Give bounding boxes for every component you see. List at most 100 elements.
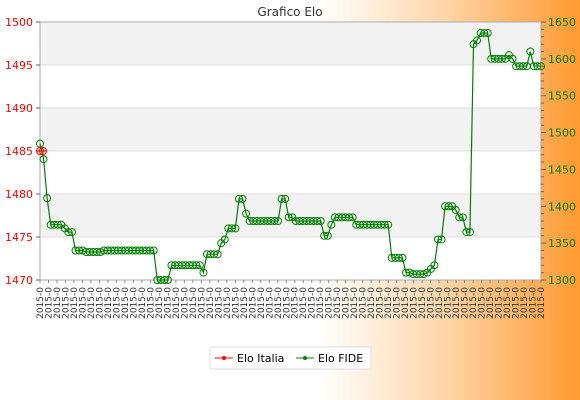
series-point-elo-fide: [213, 250, 222, 259]
series-point-elo-fide: [313, 217, 322, 226]
x-tick-label: 2015-0: [257, 287, 267, 319]
series-point-elo-fide: [53, 220, 62, 229]
legend-label-elo-fide: Elo FIDE: [318, 352, 363, 365]
series-point-elo-fide: [348, 213, 357, 222]
series-point-elo-fide: [455, 213, 464, 222]
series-point-elo-fide: [323, 231, 332, 240]
series-point-elo-fide: [433, 235, 442, 244]
y-left-tick-label: 1470: [5, 274, 33, 287]
x-tick-label: 2015-0: [393, 287, 403, 319]
x-tick-label: 2015-0: [248, 287, 258, 319]
x-tick-label: 2015-0: [325, 287, 335, 319]
series-point-elo-fide: [238, 194, 247, 203]
series-point-elo-fide: [199, 268, 208, 277]
series-line-elo-fide: [39, 32, 541, 281]
x-tick-label: 2015-0: [146, 287, 156, 319]
x-tick-label: 2015-0: [384, 287, 394, 319]
y-left-tick-label: 1475: [5, 231, 33, 244]
series-point-elo-fide: [320, 231, 329, 240]
series-point-elo-fide: [419, 270, 428, 279]
x-tick-label: 2015-0: [53, 287, 63, 319]
x-tick-label: 2015-0: [206, 287, 216, 319]
series-point-elo-fide: [281, 194, 290, 203]
x-tick-label: 2015-0: [274, 287, 284, 319]
x-tick-label: 2015-0: [214, 287, 224, 319]
x-tick-label: 2015-0: [469, 287, 479, 319]
series-point-elo-fide: [163, 276, 172, 284]
x-tick-label: 2015-0: [444, 287, 454, 319]
series-point-elo-fide: [192, 261, 201, 270]
x-tick-label: 2015-0: [121, 287, 131, 319]
series-point-elo-fide: [430, 261, 439, 270]
x-tick-label: 2015-0: [376, 287, 386, 319]
series-point-elo-fide: [533, 62, 542, 71]
x-tick-label: 2015-0: [418, 287, 428, 319]
y-right-tick-label: 1600: [548, 53, 576, 66]
x-tick-label: 2015-0: [316, 287, 326, 319]
x-tick-label: 2015-0: [180, 287, 190, 319]
chart-title: Grafico Elo: [257, 5, 322, 19]
series-point-elo-fide: [195, 261, 204, 270]
x-tick-label: 2015-0: [537, 287, 547, 319]
series-point-elo-fide: [316, 217, 325, 226]
y-left-tick-label: 1480: [5, 188, 33, 201]
series-point-elo-fide: [345, 213, 354, 222]
series-point-elo-fide: [458, 213, 467, 222]
series-point-elo-fide: [462, 228, 471, 237]
x-tick-label: 2015-0: [197, 287, 207, 319]
y-right-tick-label: 1650: [548, 16, 576, 29]
x-tick-label: 2015-0: [265, 287, 275, 319]
y-left-tick-label: 1500: [5, 16, 33, 29]
y-right-tick-label: 1500: [548, 127, 576, 140]
x-tick-label: 2015-0: [163, 287, 173, 319]
x-tick-label: 2015-0: [36, 287, 46, 319]
x-tick-label: 2015-0: [350, 287, 360, 319]
series-point-elo-fide: [444, 202, 453, 211]
series-point-elo-fide: [64, 228, 73, 237]
series-point-elo-fide: [497, 54, 506, 63]
legend-marker-elo-italia: [222, 356, 226, 360]
legend-marker-elo-fide: [303, 356, 307, 360]
x-tick-label: 2015-0: [138, 287, 148, 319]
x-tick-label: 2015-0: [189, 287, 199, 319]
x-tick-label: 2015-0: [282, 287, 292, 319]
series-point-elo-fide: [508, 54, 517, 63]
y-left-tick-label: 1490: [5, 102, 33, 115]
series-point-elo-fide: [210, 250, 219, 259]
x-tick-label: 2015-0: [495, 287, 505, 319]
x-tick-label: 2015-0: [342, 287, 352, 319]
x-tick-label: 2015-0: [427, 287, 437, 319]
series-point-elo-fide: [473, 36, 482, 45]
x-tick-label: 2015-0: [367, 287, 377, 319]
series-point-elo-fide: [39, 155, 48, 164]
y-right-tick-label: 1550: [548, 90, 576, 103]
y-right-tick-label: 1300: [548, 274, 576, 287]
grid-band: [40, 22, 541, 65]
series-point-elo-fide: [242, 209, 251, 218]
series-point-elo-fide: [231, 224, 240, 233]
series-point-elo-fide: [67, 228, 76, 237]
series-point-elo-fide: [394, 253, 403, 262]
series-point-elo-fide: [270, 217, 279, 226]
x-tick-label: 2015-0: [129, 287, 139, 319]
series-point-elo-fide: [526, 47, 535, 56]
y-left-tick-label: 1485: [5, 145, 33, 158]
legend-label-elo-italia: Elo Italia: [237, 352, 284, 365]
series-point-elo-fide: [398, 253, 407, 262]
x-tick-label: 2015-0: [78, 287, 88, 319]
x-tick-label: 2015-0: [452, 287, 462, 319]
series-point-elo-fide: [483, 29, 492, 38]
x-tick-label: 2015-0: [87, 287, 97, 319]
x-tick-label: 2015-0: [70, 287, 80, 319]
x-tick-label: 2015-0: [359, 287, 369, 319]
x-tick-label: 2015-0: [172, 287, 182, 319]
x-tick-label: 2015-0: [401, 287, 411, 319]
series-point-elo-fide: [327, 220, 336, 229]
series-point-elo-fide: [537, 62, 545, 71]
series-point-elo-fide: [437, 235, 446, 244]
x-tick-label: 2015-0: [291, 287, 301, 319]
series-point-elo-fide: [519, 62, 528, 71]
x-tick-label: 2015-0: [435, 287, 445, 319]
x-tick-label: 2015-0: [231, 287, 241, 319]
series-point-elo-fide: [384, 220, 393, 229]
